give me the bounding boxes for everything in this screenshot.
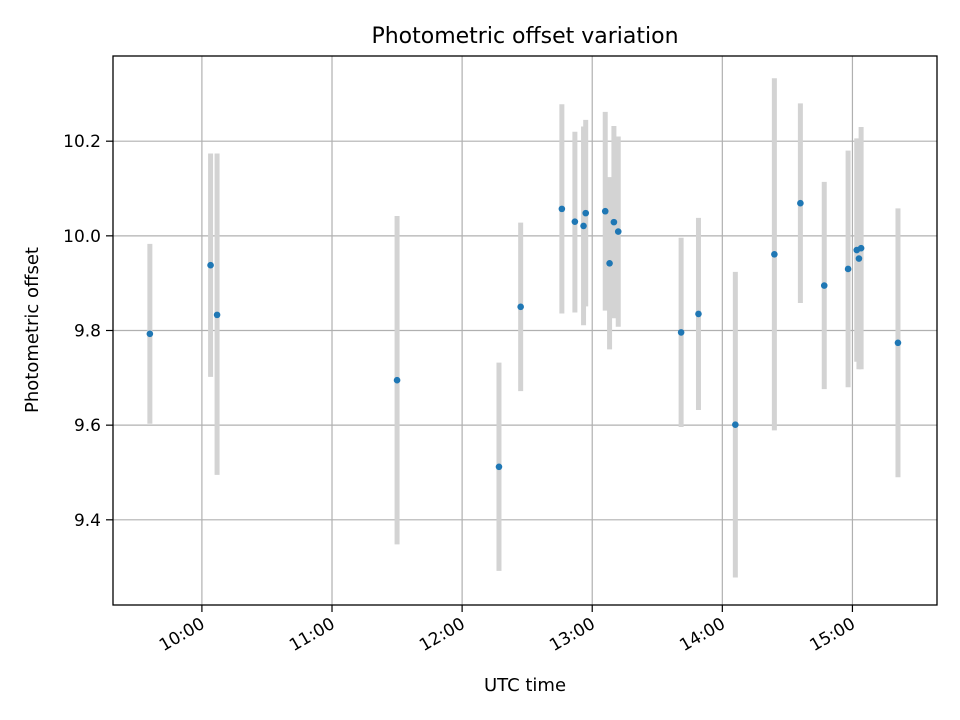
- data-point: [495, 463, 503, 471]
- data-point: [517, 303, 524, 311]
- data-point: [820, 282, 828, 289]
- data-point: [677, 329, 685, 336]
- data-point: [614, 228, 622, 235]
- data-point: [601, 207, 609, 215]
- y-tick-label: 10.0: [63, 227, 101, 247]
- chart-title: Photometric offset variation: [371, 24, 678, 49]
- data-point: [797, 199, 804, 207]
- data-point: [606, 259, 613, 267]
- data-point: [894, 339, 902, 347]
- data-point: [844, 265, 852, 273]
- data-point: [393, 376, 401, 384]
- y-tick-label: 9.6: [74, 416, 101, 436]
- data-point: [857, 244, 865, 252]
- data-point: [610, 218, 618, 226]
- data-point: [771, 251, 778, 258]
- y-axis-ticks: 9.4 9.6 9.8 10.0 10.2: [63, 132, 113, 531]
- data-point: [695, 310, 702, 318]
- data-point: [571, 218, 579, 225]
- y-tick-label: 9.4: [74, 511, 101, 531]
- data-point: [558, 205, 566, 213]
- data-point: [855, 255, 863, 262]
- x-axis-label: UTC time: [484, 675, 566, 696]
- data-point: [146, 330, 154, 338]
- y-tick-label: 9.8: [74, 322, 101, 342]
- data-points: [146, 199, 902, 471]
- data-point: [213, 311, 221, 319]
- data-point: [732, 421, 739, 428]
- data-point: [207, 261, 214, 269]
- y-tick-label: 10.2: [63, 132, 101, 152]
- data-point: [582, 209, 590, 217]
- y-axis-label: Photometric offset: [22, 247, 43, 413]
- data-point: [580, 222, 587, 230]
